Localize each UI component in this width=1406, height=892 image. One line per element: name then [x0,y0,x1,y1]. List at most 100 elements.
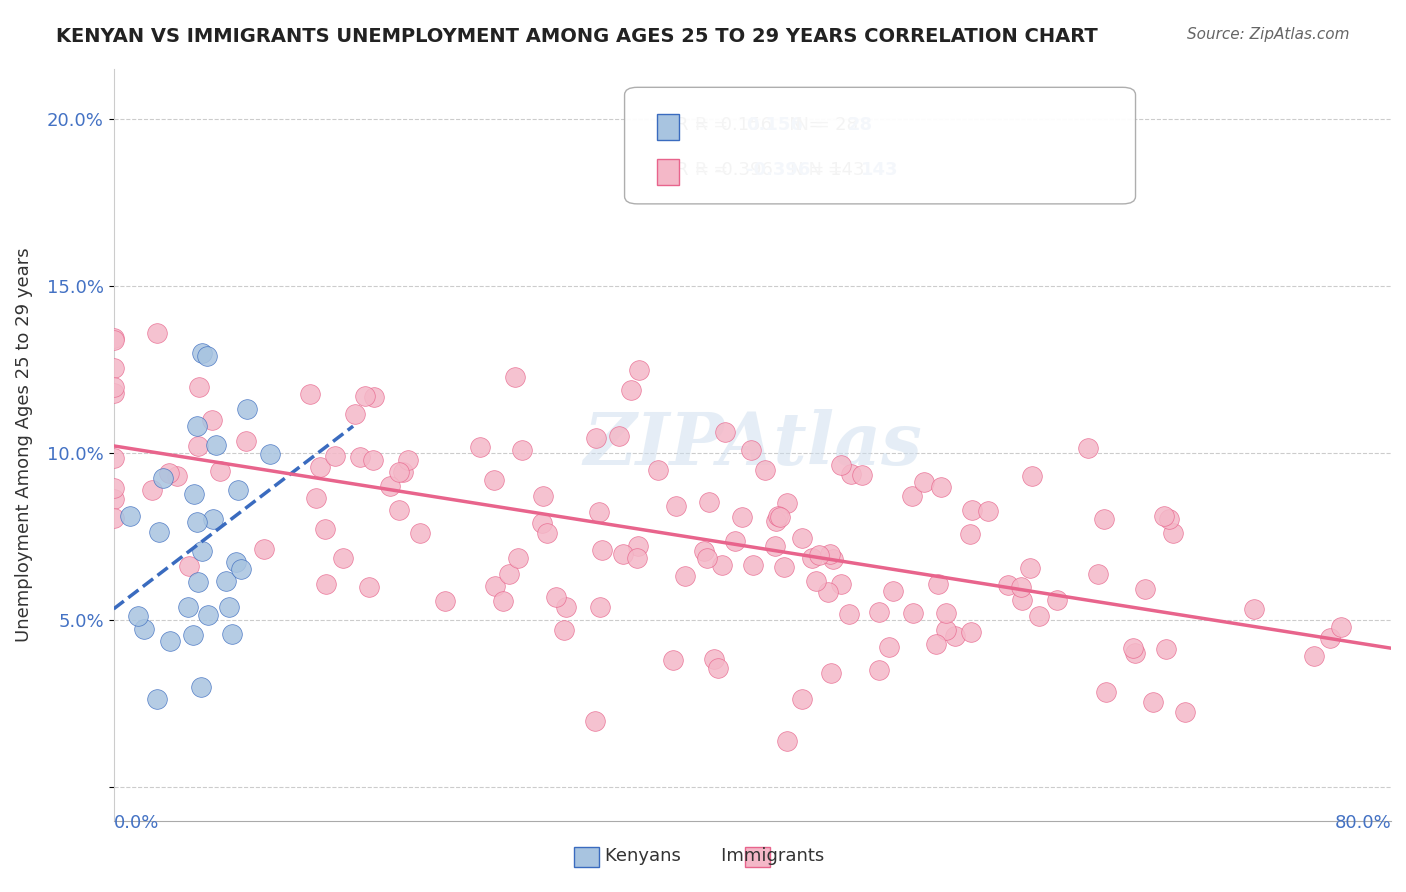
Point [673,568,696,582]
Point [308,459,330,474]
Point [323,449,346,463]
Point [627,539,650,553]
Point [103,450,125,465]
Point [148,525,170,540]
Point [530,516,553,531]
Point [191,543,214,558]
Point [868,663,890,677]
Point [166,468,188,483]
Point [141,483,163,497]
Point [901,489,924,503]
Point [120,508,142,523]
Point [197,608,219,623]
Point [693,544,716,558]
Point [190,681,212,695]
Point [396,453,419,467]
Point [868,605,890,619]
Point [820,666,842,681]
Point [1303,648,1326,663]
Point [544,591,567,605]
Point [839,467,862,481]
Point [754,463,776,477]
Point [1159,511,1181,525]
Point [343,407,366,421]
Point [202,512,225,526]
Point [927,577,949,591]
Point [877,640,900,654]
Point [531,489,554,503]
Text: N =: N = [797,161,848,179]
Text: Kenyans       Immigrants: Kenyans Immigrants [582,847,824,865]
Point [183,486,205,500]
Point [1122,640,1144,655]
Point [935,623,957,637]
Point [804,574,827,588]
Point [591,542,613,557]
Point [830,577,852,591]
Point [259,447,281,461]
Point [177,559,200,574]
Point [361,453,384,467]
Point [765,514,787,528]
Point [1095,685,1118,699]
Y-axis label: Unemployment Among Ages 25 to 29 years: Unemployment Among Ages 25 to 29 years [15,247,32,642]
Text: R =: R = [695,161,734,179]
Point [388,465,411,479]
Point [1046,593,1069,607]
Point [711,558,734,572]
Point [363,390,385,404]
Point [349,450,371,465]
Point [209,465,232,479]
Point [468,440,491,454]
Point [772,560,794,574]
Point [536,525,558,540]
Point [665,500,688,514]
Point [1330,620,1353,634]
Point [103,510,125,524]
Point [1010,581,1032,595]
Point [585,431,607,445]
Bar [574,847,599,867]
Point [103,334,125,348]
Point [1011,593,1033,607]
Point [498,566,520,581]
Point [763,539,786,553]
Point [776,734,799,748]
Point [132,622,155,636]
Point [1142,694,1164,708]
Point [226,483,249,497]
Point [583,714,606,729]
Point [662,653,685,667]
Point [103,360,125,375]
Point [378,479,401,493]
Point [157,467,180,481]
Point [359,580,381,594]
Point [298,387,321,401]
Point [314,522,336,536]
Point [253,541,276,556]
Point [1028,608,1050,623]
Point [201,413,224,427]
Point [191,345,214,359]
Point [929,480,952,494]
Point [741,558,763,573]
Point [707,660,730,674]
Point [127,609,149,624]
Bar [657,159,679,185]
Point [962,503,984,517]
Text: 143: 143 [860,161,898,179]
Text: 0.156: 0.156 [747,116,803,134]
Text: KENYAN VS IMMIGRANTS UNEMPLOYMENT AMONG AGES 25 TO 29 YEARS CORRELATION CHART: KENYAN VS IMMIGRANTS UNEMPLOYMENT AMONG … [56,27,1098,45]
Point [1123,646,1146,660]
Text: R = -0.396   N = 143: R = -0.396 N = 143 [676,161,865,179]
Point [703,652,725,666]
Point [792,691,814,706]
Text: -0.396: -0.396 [747,161,810,179]
Point [1019,560,1042,574]
Point [177,600,200,615]
Point [731,510,754,524]
Point [1087,566,1109,581]
Text: 28: 28 [848,116,873,134]
Point [1135,582,1157,596]
Point [482,473,505,487]
